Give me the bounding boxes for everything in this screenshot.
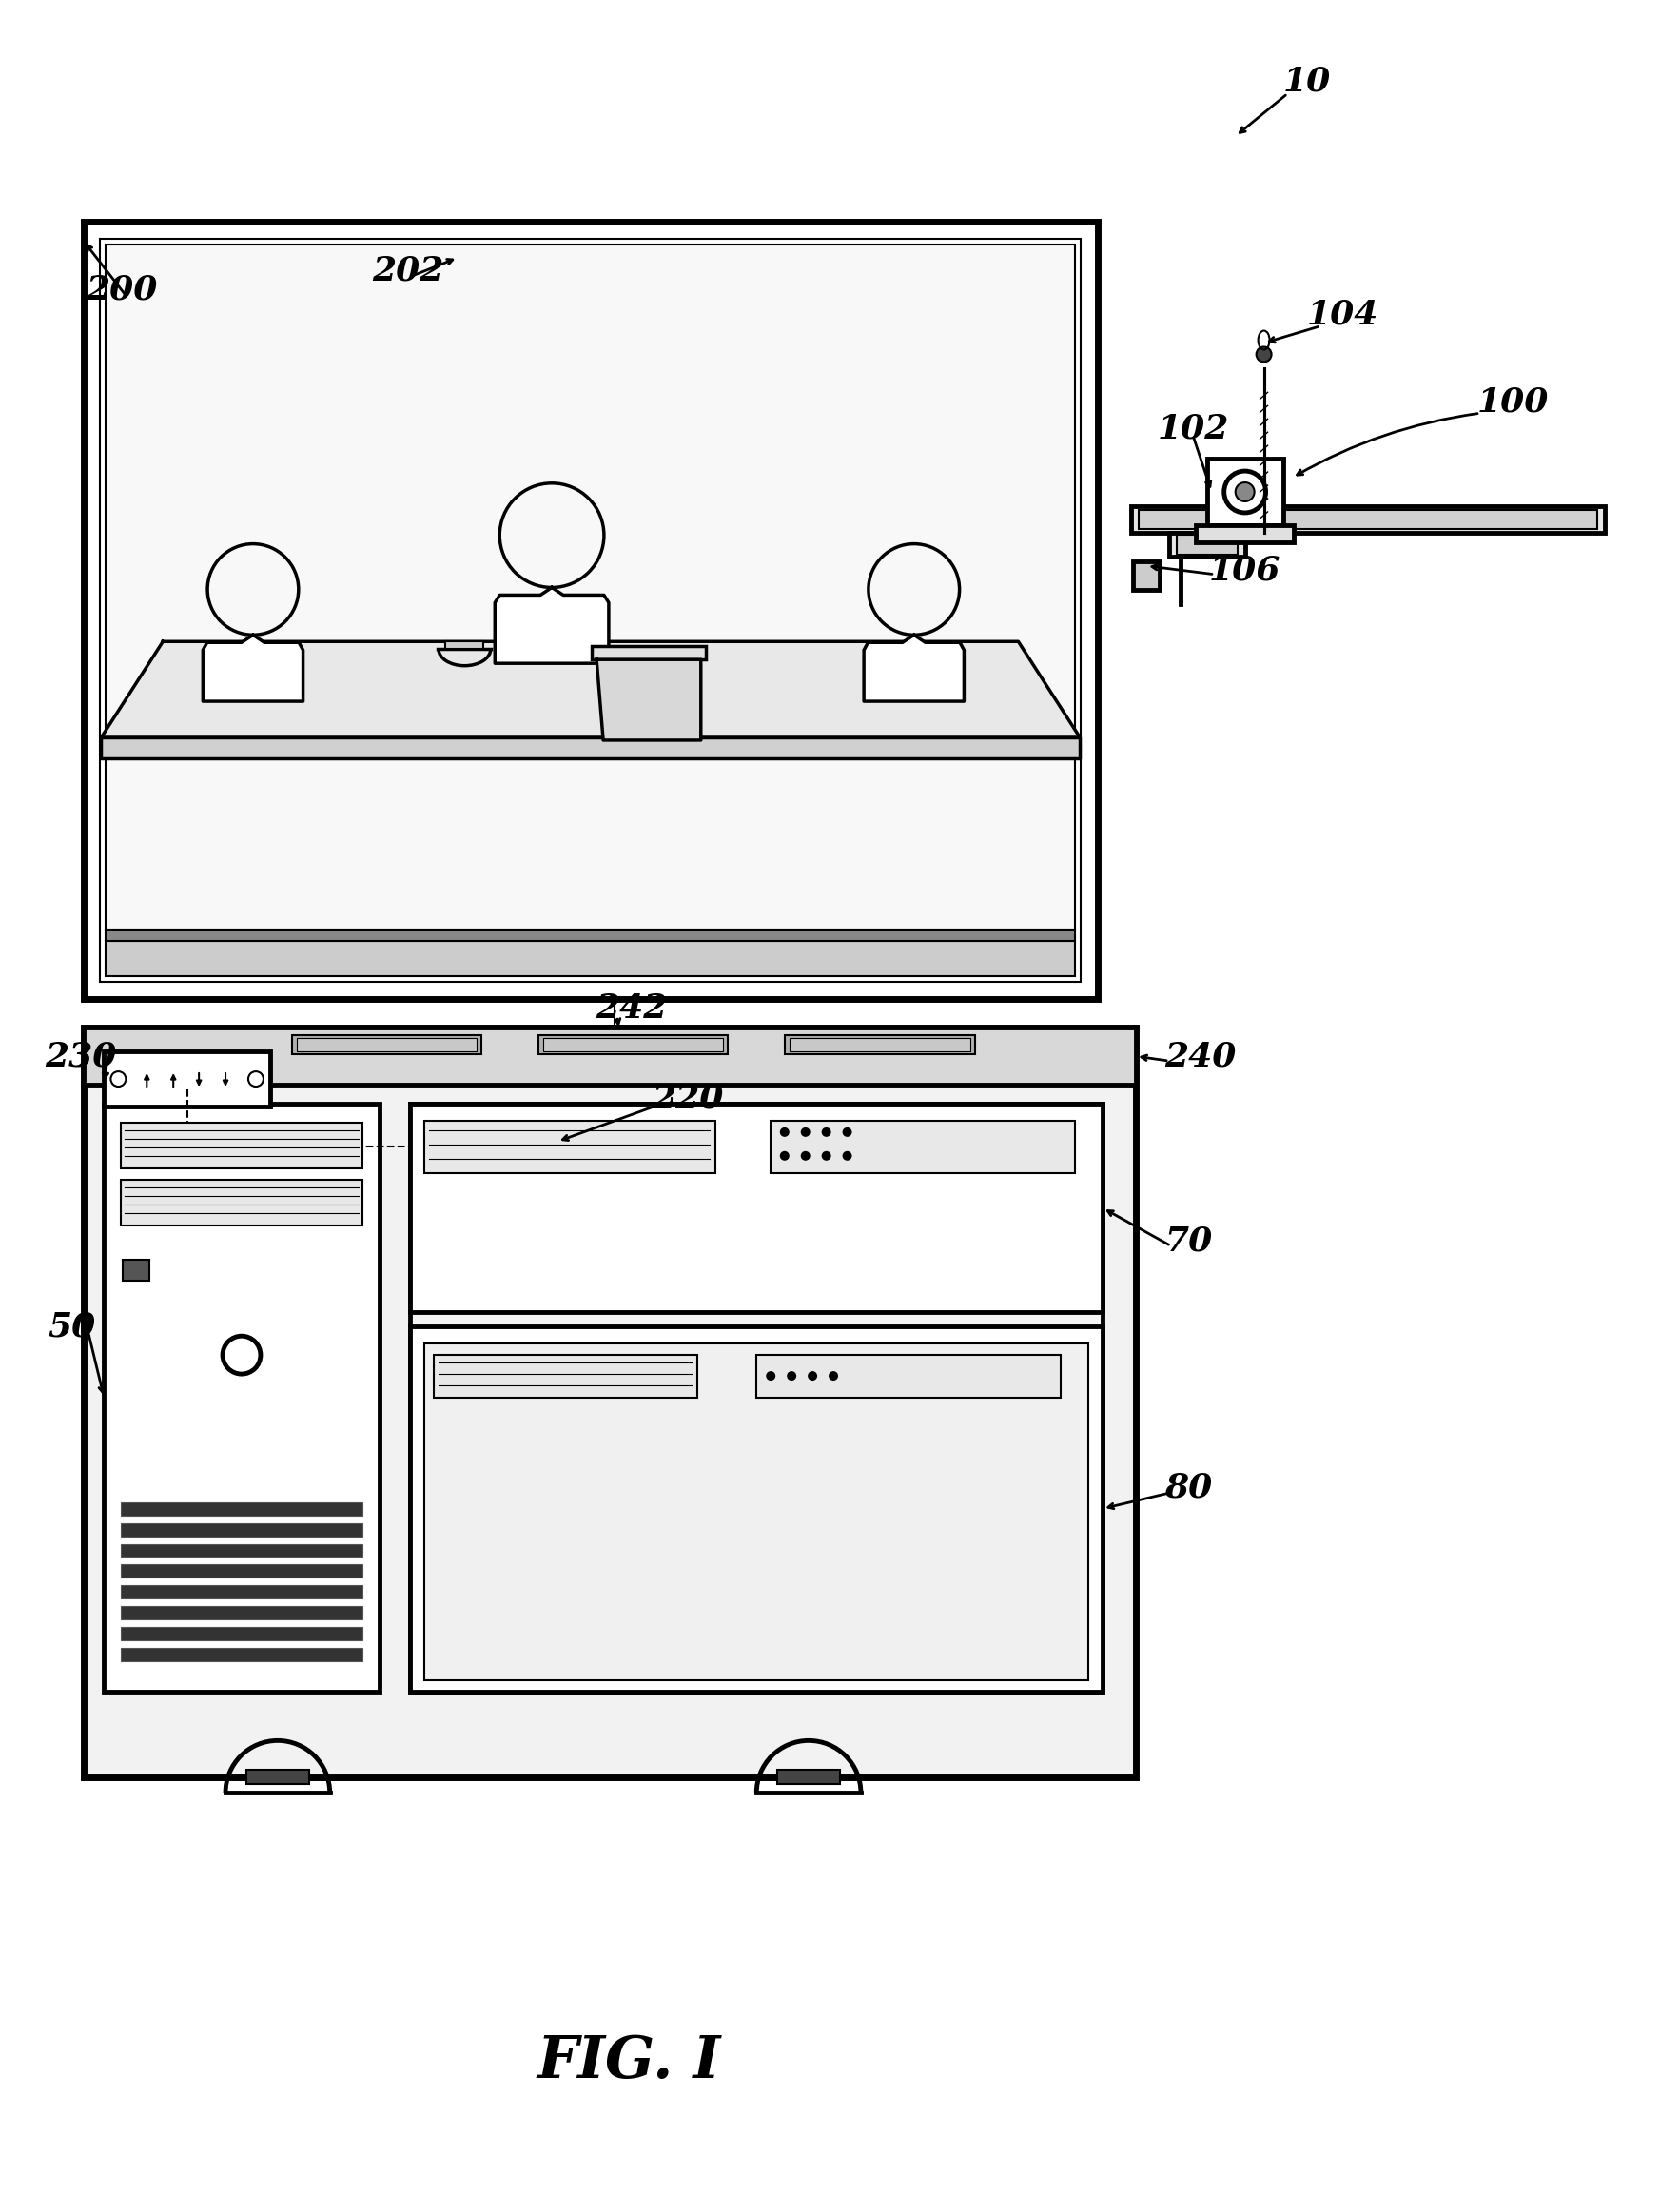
Text: 50: 50 — [49, 1310, 96, 1343]
Bar — [1206, 459, 1284, 525]
Text: 200: 200 — [86, 274, 158, 305]
Text: 202: 202 — [373, 255, 444, 288]
Circle shape — [766, 1372, 776, 1381]
Text: 104: 104 — [1307, 299, 1378, 331]
Polygon shape — [203, 634, 302, 700]
Text: 10: 10 — [1284, 66, 1331, 97]
Bar — [433, 1354, 697, 1398]
Bar — [121, 1626, 363, 1640]
Polygon shape — [596, 658, 701, 740]
Bar — [121, 1648, 363, 1662]
Bar — [410, 1326, 1102, 1692]
Bar — [790, 1038, 969, 1051]
Polygon shape — [496, 588, 608, 663]
Bar — [785, 1036, 974, 1054]
Bar — [410, 1104, 1102, 1313]
Circle shape — [828, 1372, 838, 1381]
Circle shape — [1257, 347, 1272, 362]
Bar — [778, 1769, 840, 1785]
Circle shape — [801, 1128, 810, 1137]
Bar — [106, 244, 1075, 928]
Text: 106: 106 — [1210, 555, 1280, 586]
Circle shape — [842, 1150, 852, 1161]
Bar — [121, 1523, 363, 1536]
Bar — [410, 1104, 1102, 1692]
Bar — [591, 645, 706, 658]
Bar — [121, 1585, 363, 1598]
Circle shape — [801, 1150, 810, 1161]
Bar — [121, 1607, 363, 1620]
Bar — [425, 1343, 1089, 1681]
Circle shape — [842, 1128, 852, 1137]
Bar — [756, 1354, 1062, 1398]
Polygon shape — [101, 738, 1080, 757]
Bar — [101, 239, 1080, 981]
Text: FIG. I: FIG. I — [536, 2033, 721, 2090]
Text: 80: 80 — [1164, 1471, 1213, 1504]
Circle shape — [808, 1372, 816, 1381]
Bar — [771, 1122, 1075, 1172]
Text: 102: 102 — [1158, 413, 1230, 446]
Bar — [104, 1051, 270, 1106]
Text: 70: 70 — [1164, 1225, 1213, 1258]
Bar — [121, 1122, 363, 1168]
Bar — [1169, 533, 1245, 555]
Bar — [538, 1036, 727, 1054]
Circle shape — [780, 1128, 790, 1137]
Bar — [1131, 507, 1606, 533]
Circle shape — [786, 1372, 796, 1381]
Text: 240: 240 — [1164, 1040, 1236, 1073]
Bar — [292, 1036, 482, 1054]
Bar — [84, 1027, 1136, 1778]
Bar — [106, 939, 1075, 977]
Circle shape — [780, 1150, 790, 1161]
Polygon shape — [101, 641, 1080, 738]
Bar — [121, 1179, 363, 1225]
Text: 230: 230 — [45, 1040, 118, 1073]
Bar — [121, 1565, 363, 1578]
Polygon shape — [864, 634, 964, 700]
Bar — [104, 1104, 380, 1692]
Text: 220: 220 — [652, 1082, 724, 1115]
Bar — [445, 641, 484, 650]
Circle shape — [1235, 483, 1255, 500]
Bar — [1132, 562, 1159, 590]
Bar — [121, 1543, 363, 1556]
Bar — [84, 222, 1099, 999]
Bar — [1176, 536, 1238, 555]
Bar — [543, 1038, 724, 1051]
Bar — [106, 928, 1075, 939]
Bar — [297, 1038, 477, 1051]
Bar — [121, 1501, 363, 1515]
Bar — [123, 1260, 150, 1282]
Bar — [1139, 509, 1598, 529]
Bar — [1196, 525, 1294, 542]
Circle shape — [822, 1128, 832, 1137]
Bar — [84, 1027, 1136, 1084]
Text: 100: 100 — [1477, 386, 1549, 417]
Text: 242: 242 — [595, 992, 667, 1025]
Circle shape — [822, 1150, 832, 1161]
Bar — [425, 1122, 716, 1172]
Bar — [247, 1769, 309, 1785]
